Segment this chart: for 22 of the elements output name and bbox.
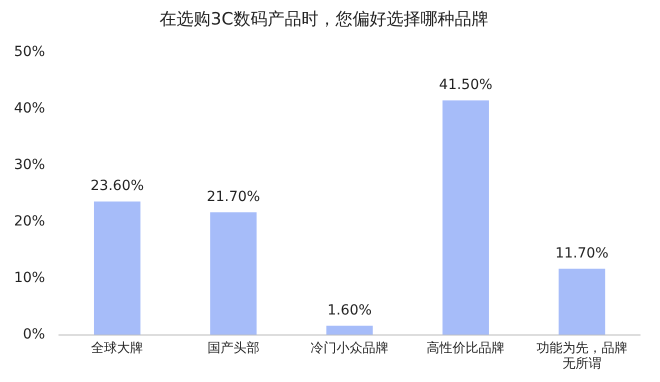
bar (442, 100, 489, 335)
x-tick-label: 高性价比品牌 (426, 340, 505, 356)
data-label: 41.50% (439, 77, 492, 94)
data-label: 1.60% (327, 302, 372, 318)
x-tick-label: 全球大牌 (91, 340, 144, 356)
y-tick-label: 0% (22, 326, 46, 342)
x-tick-label: 国产头部 (207, 340, 260, 356)
data-label: 21.70% (206, 188, 260, 205)
chart-title: 在选购3C数码产品时，您偏好选择哪种品牌 (160, 10, 488, 30)
bar (558, 268, 606, 335)
y-tick-label: 20% (14, 213, 46, 230)
data-label: 23.60% (90, 178, 144, 194)
bar (210, 212, 257, 335)
bar (94, 202, 140, 335)
y-tick-label: 30% (14, 157, 46, 173)
y-tick-label: 40% (14, 100, 46, 117)
x-tick-label: 冷门小众品牌 (310, 340, 389, 356)
bar (326, 326, 373, 335)
x-tick-label: 功能为先，品牌无所谓 (536, 340, 628, 372)
data-label: 11.70% (555, 245, 609, 262)
y-tick-label: 50% (14, 44, 46, 60)
y-tick-label: 10% (14, 270, 46, 286)
